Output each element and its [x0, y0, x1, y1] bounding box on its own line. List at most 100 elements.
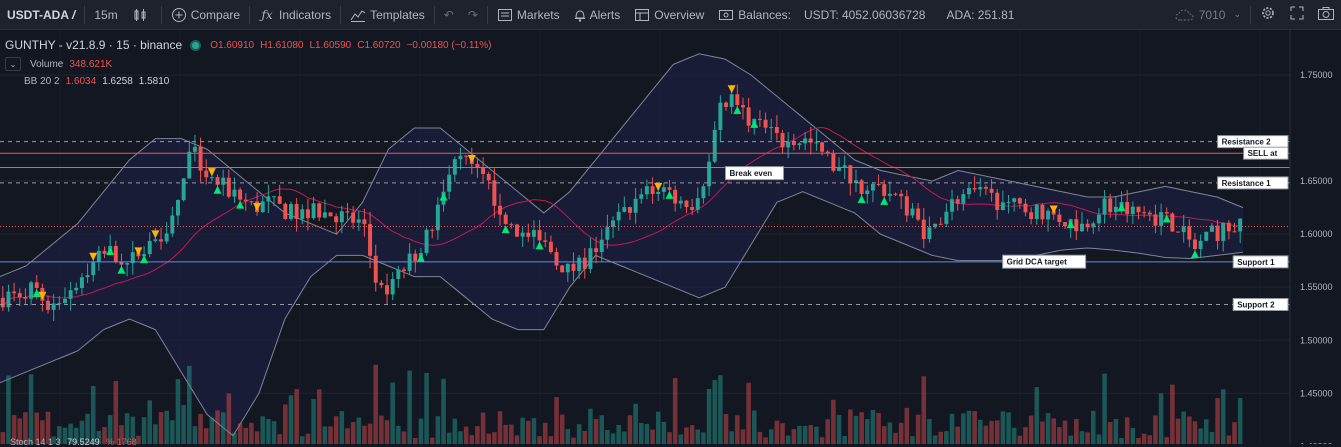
candle-body: [300, 209, 305, 219]
volume-bar: [893, 432, 898, 444]
balances-button[interactable]: Balances:: [711, 0, 798, 29]
buy-marker-icon: [106, 246, 115, 255]
candle-body: [509, 224, 514, 226]
volume-bar: [1198, 428, 1203, 444]
level-name: Resistance 1: [1222, 179, 1271, 188]
volume-bar: [45, 411, 51, 444]
candle-body: [639, 194, 644, 199]
volume-bar: [379, 415, 384, 444]
candle-body: [23, 296, 28, 299]
volume-bar: [1057, 427, 1062, 444]
fullscreen-button[interactable]: [1283, 0, 1311, 29]
candle-body: [232, 189, 237, 197]
volume-bar: [1215, 398, 1220, 444]
volume-bar: [0, 432, 6, 444]
buy-marker-icon: [1190, 249, 1199, 258]
volume-bar: [28, 374, 34, 444]
buy-marker-icon: [117, 265, 126, 274]
level-name: Support 2: [1237, 300, 1275, 309]
candle-body: [1006, 201, 1011, 203]
volume-bar: [859, 412, 864, 444]
candle-body: [175, 200, 180, 216]
usdt-balance-value: USDT: 4052.06036728: [804, 7, 926, 22]
candle-body: [899, 193, 904, 197]
chart-type-button[interactable]: [125, 0, 159, 29]
indicators-button[interactable]: ƒx Indicators: [252, 0, 338, 29]
bb-upper: 1.6258: [102, 75, 133, 87]
volume-bar: [944, 431, 949, 444]
collapse-legend-button[interactable]: ⌄: [5, 57, 21, 71]
volume-bar: [458, 431, 463, 444]
snapshot-button[interactable]: [1311, 0, 1341, 29]
interval-button[interactable]: 15m: [87, 0, 124, 29]
candle-body: [147, 240, 152, 255]
volume-bar: [718, 375, 723, 444]
candle-body: [492, 180, 497, 206]
candle-body: [797, 143, 802, 146]
templates-label: Templates: [370, 7, 425, 22]
candle-body: [554, 252, 559, 266]
volume-bar: [1209, 431, 1215, 444]
candle-body: [260, 201, 265, 213]
overview-icon: [634, 7, 650, 23]
chevron-down-icon: ⌄: [1233, 9, 1241, 19]
overview-button[interactable]: Overview: [627, 0, 711, 29]
markets-button[interactable]: Markets: [490, 0, 567, 29]
candle-body: [204, 170, 209, 178]
top-toolbar: USDT-ADA / 15m Compare ƒx Indicators Tem…: [0, 0, 1341, 30]
bb-basis-line: [2, 127, 1241, 308]
buy-marker-icon: [1162, 214, 1171, 223]
volume-bar: [1079, 431, 1085, 444]
candle-body: [972, 188, 977, 190]
volume-bar: [192, 426, 198, 444]
candle-body: [1136, 206, 1141, 213]
templates-button[interactable]: Templates: [343, 0, 432, 29]
redo-button[interactable]: ↷: [461, 0, 485, 29]
volume-bar: [1237, 398, 1243, 444]
volume-bar: [407, 370, 412, 444]
candle-body: [1181, 226, 1186, 233]
volume-bar: [757, 431, 763, 444]
function-icon: ƒx: [261, 7, 273, 22]
volume-bar: [836, 414, 842, 444]
volume-bar: [1091, 410, 1096, 444]
ohlc-close: C1.60720: [357, 39, 401, 51]
volume-bar: [1147, 435, 1153, 444]
volume-bar: [910, 436, 915, 444]
candle-body: [1102, 198, 1107, 215]
price-axis[interactable]: 1.75000 1.65000 1.60000 1.55000 1.50000 1.450…: [1289, 30, 1341, 444]
candle-body: [650, 186, 655, 195]
candle-body: [125, 263, 130, 265]
candle-body: [887, 193, 892, 196]
series-visibility-icon[interactable]: [192, 41, 200, 49]
buy-marker-icon: [1066, 220, 1075, 229]
volume-bar: [605, 430, 610, 444]
candle-body: [334, 216, 339, 223]
candle-body: [944, 211, 949, 224]
volume-bar: [565, 429, 571, 444]
candle-body: [0, 297, 5, 308]
volume-bar: [300, 436, 305, 444]
volume-bar: [644, 424, 650, 444]
price-chart[interactable]: 1.68767Resistance 21.67628SELL at1.66279…: [0, 30, 1341, 444]
symbol-selector[interactable]: USDT-ADA /: [0, 0, 82, 29]
undo-button[interactable]: ↶: [437, 0, 461, 29]
volume-bar: [1051, 418, 1056, 444]
volume-bar: [1017, 435, 1023, 444]
volume-bar: [401, 431, 407, 444]
candle-body: [96, 250, 101, 262]
volume-bar: [740, 429, 746, 444]
volume-bar: [226, 393, 232, 444]
volume-bar: [898, 422, 904, 444]
compare-button[interactable]: Compare: [164, 0, 247, 29]
volume-bar: [57, 426, 62, 444]
cloud-layout-button[interactable]: 7010 ⌄: [1168, 0, 1248, 29]
volume-bar: [961, 413, 966, 444]
price-tick-label: 1.60000: [1300, 229, 1333, 239]
alerts-button[interactable]: Alerts: [567, 0, 628, 29]
level-name-bg: [1217, 176, 1289, 190]
volume-bar: [819, 437, 825, 444]
candle-body: [192, 146, 197, 152]
sell-marker-icon: [1049, 205, 1058, 214]
settings-button[interactable]: [1253, 0, 1283, 29]
